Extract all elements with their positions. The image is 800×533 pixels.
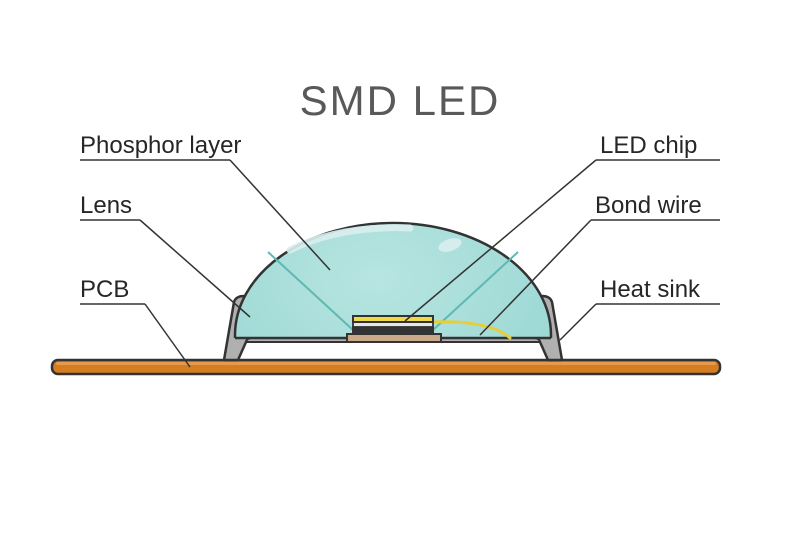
diagram-title: SMD LED — [300, 77, 501, 124]
label-lens: Lens — [80, 192, 132, 219]
label-bondwire: Bond wire — [595, 192, 702, 219]
smd-led-diagram: SMD LED — [0, 0, 800, 533]
leader-heatsink — [560, 304, 720, 340]
label-phosphor: Phosphor layer — [80, 132, 241, 159]
led-chip — [347, 316, 441, 342]
label-pcb: PCB — [80, 276, 129, 303]
leader-pcb — [80, 304, 190, 367]
pcb — [52, 360, 720, 374]
label-chip: LED chip — [600, 132, 697, 159]
label-heatsink: Heat sink — [600, 276, 701, 303]
